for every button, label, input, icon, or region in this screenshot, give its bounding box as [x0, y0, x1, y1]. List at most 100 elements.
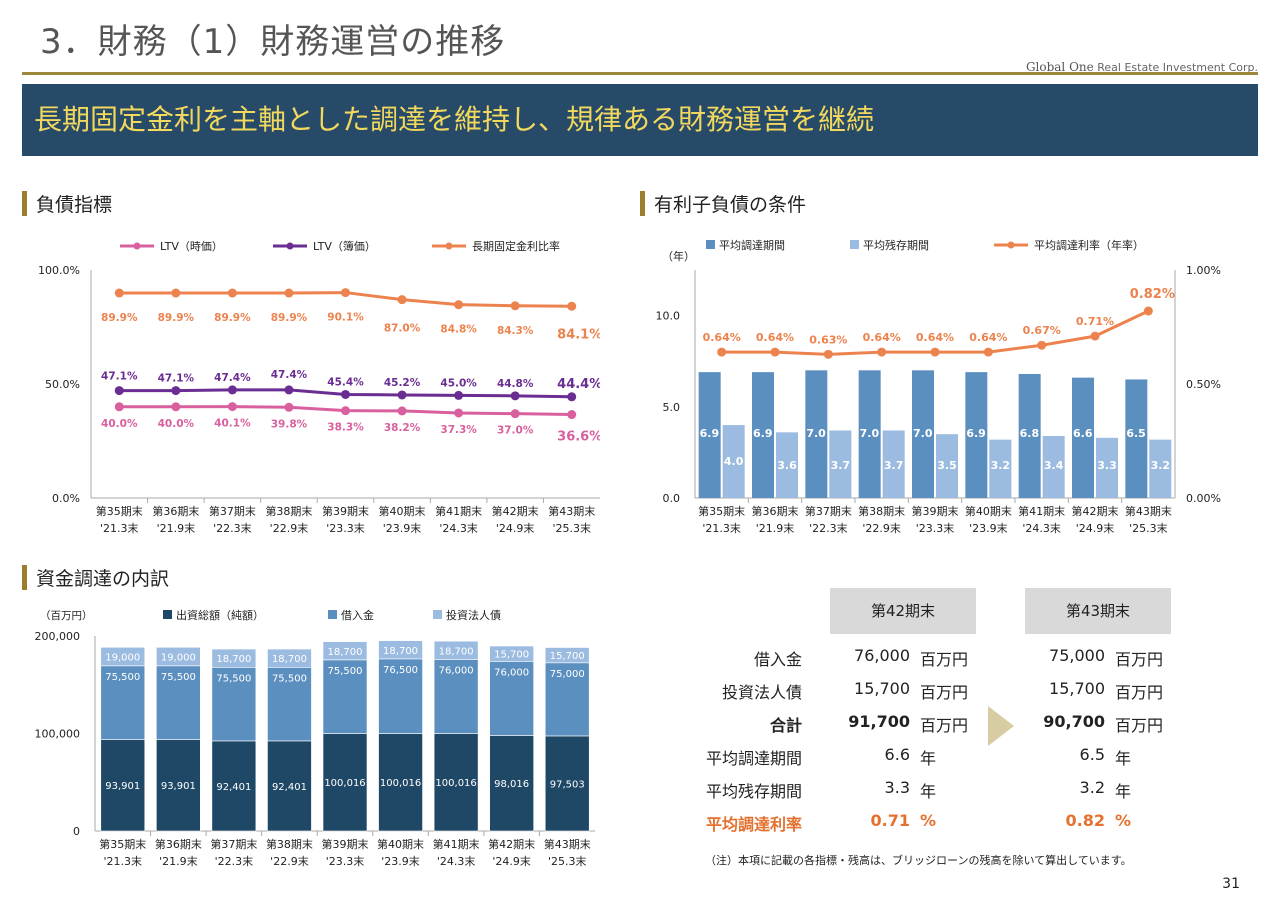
data-label: 45.2%	[384, 377, 421, 389]
value-43: 6.5	[1079, 745, 1105, 764]
data-label: 40.0%	[101, 418, 138, 430]
x-tick-date: '22.9末	[270, 521, 309, 535]
data-point	[284, 402, 294, 412]
data-point	[171, 288, 181, 298]
y-tick-label: 10.0	[656, 310, 681, 323]
bar-label: 7.0	[860, 427, 880, 440]
bar-label: 7.0	[913, 427, 933, 440]
data-point	[114, 386, 124, 396]
unit-label: （百万円）	[40, 610, 93, 622]
value-43: 0.82	[1065, 811, 1105, 830]
segment-label: 18,700	[272, 654, 307, 665]
legend-label: 平均調達期間	[719, 238, 785, 252]
data-label: 0.82%	[1130, 287, 1175, 302]
segment-label: 100,016	[435, 778, 476, 789]
data-point	[114, 288, 124, 298]
unit-label: （年）	[662, 249, 695, 263]
y-tick-label: 200,000	[35, 630, 81, 643]
bar-avg-period	[1072, 377, 1094, 498]
data-point	[397, 406, 407, 416]
legend-marker	[286, 242, 294, 250]
stacked-bar-segment	[156, 647, 201, 667]
stacked-bar-segment	[100, 647, 146, 667]
bar-label: 6.9	[753, 427, 773, 440]
data-point	[171, 402, 181, 412]
data-point	[341, 406, 350, 416]
data-point	[567, 410, 577, 420]
data-label: 87.0%	[384, 323, 421, 335]
stacked-bar-segment	[267, 666, 312, 742]
bar-label: 3.2	[991, 459, 1011, 472]
x-tick-label: 第43期末	[1125, 504, 1172, 518]
value-43: 90,700	[1043, 712, 1105, 731]
footnote: （注）本項に記載の各指標・残高は、ブリッジローンの残高を除いて算出しています。	[705, 854, 1132, 867]
y-tick-label: 100.0%	[38, 264, 80, 277]
y-tick-label: 100,000	[35, 728, 81, 741]
segment-label: 100,016	[380, 778, 421, 789]
debt-conditions-chart: （年）10.05.00.01.00%0.50%0.00%第35期末'21.3末第…	[656, 238, 1221, 535]
x-tick-date: '21.9末	[756, 521, 795, 535]
stacked-bar-segment	[378, 640, 423, 660]
bar-remaining-period	[829, 430, 852, 498]
data-label: 44.4%	[557, 377, 600, 392]
x-tick-date: '23.9末	[969, 521, 1008, 535]
data-point	[171, 386, 181, 396]
x-tick-label: 第36期末	[152, 504, 199, 518]
bar-avg-period	[1018, 373, 1041, 498]
bar-label: 3.5	[937, 459, 957, 472]
data-label: 47.1%	[101, 371, 138, 383]
segment-label: 15,700	[494, 650, 529, 661]
data-point	[717, 347, 727, 357]
section-title-debt: 負債指標	[22, 190, 112, 217]
data-label: 0.64%	[863, 331, 901, 344]
data-point	[341, 389, 350, 399]
bar-remaining-period	[776, 432, 798, 498]
stacked-bar-segment	[433, 640, 479, 660]
data-label: 47.4%	[214, 372, 251, 384]
stacked-bar-segment	[489, 661, 534, 736]
unit-43: 百万円	[1115, 650, 1164, 669]
row-label: 平均調達期間	[705, 749, 802, 768]
legend-label: 平均残存期間	[863, 238, 929, 252]
data-point	[770, 347, 780, 357]
legend-marker	[1007, 241, 1015, 249]
data-label: 0.64%	[969, 331, 1007, 344]
data-label: 44.8%	[497, 378, 534, 390]
stacked-bar-segment	[433, 659, 479, 734]
bar-label: 3.2	[1151, 459, 1171, 472]
x-tick-date: '23.3末	[326, 854, 365, 868]
bar-avg-period	[965, 372, 988, 498]
bar-remaining-period	[1149, 439, 1172, 498]
x-tick-date: '22.3末	[809, 521, 848, 535]
data-label: 38.2%	[384, 422, 421, 434]
segment-label: 93,901	[105, 781, 140, 792]
y-tick-label: 0.0%	[52, 492, 80, 505]
segment-label: 75,500	[105, 672, 140, 683]
x-tick-label: 第42期末	[488, 837, 535, 851]
data-label: 89.9%	[271, 312, 308, 324]
data-label: 90.1%	[327, 312, 364, 324]
stacked-bar-segment	[378, 733, 423, 832]
y-tick-label: 5.0	[663, 401, 681, 414]
data-point	[877, 347, 887, 357]
x-tick-date: '24.3末	[1022, 521, 1061, 535]
x-tick-label: 第36期末	[155, 837, 202, 851]
x-tick-label: 第41期末	[1018, 504, 1065, 518]
x-tick-label: 第39期末	[322, 837, 369, 851]
data-point	[454, 408, 464, 418]
data-point	[510, 301, 520, 311]
legend-label: 出資総額（純額）	[176, 608, 264, 622]
bar-remaining-period	[722, 425, 745, 498]
segment-label: 76,500	[383, 665, 418, 676]
y-tick-label: 50.0%	[45, 378, 80, 391]
stacked-bar-segment	[322, 641, 368, 661]
bar-avg-period	[1125, 379, 1148, 498]
value-43: 15,700	[1049, 679, 1105, 698]
x-tick-date: '23.3末	[326, 521, 365, 535]
x-tick-label: 第39期末	[912, 504, 959, 518]
table-header-43: 第43期末	[1025, 588, 1171, 634]
table-header-42: 第42期末	[830, 588, 976, 634]
x-tick-date: '21.3末	[702, 521, 741, 535]
unit-43: 百万円	[1115, 683, 1164, 702]
